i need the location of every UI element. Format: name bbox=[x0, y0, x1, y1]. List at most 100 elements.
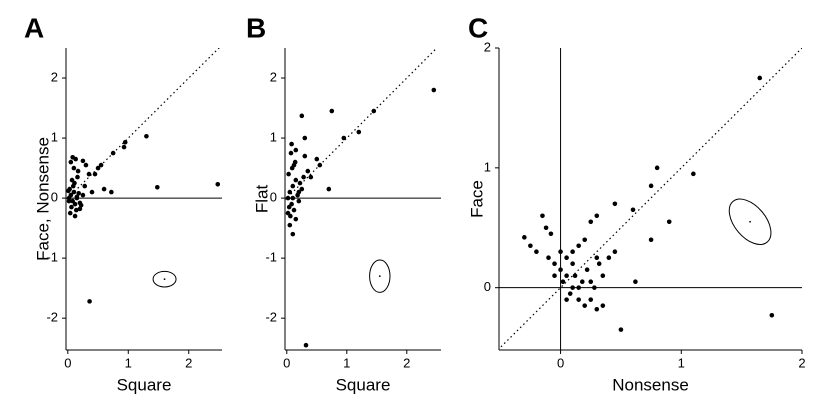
point bbox=[371, 108, 377, 114]
point bbox=[594, 306, 600, 312]
point bbox=[341, 135, 347, 141]
point bbox=[588, 219, 594, 225]
point bbox=[144, 133, 149, 139]
panel-letter: A bbox=[24, 12, 44, 43]
point bbox=[302, 135, 308, 141]
point bbox=[691, 171, 696, 177]
point bbox=[594, 255, 600, 261]
point bbox=[588, 297, 594, 302]
point bbox=[576, 285, 581, 290]
point bbox=[431, 87, 437, 93]
point bbox=[570, 285, 575, 290]
point bbox=[560, 279, 566, 284]
error-ellipse bbox=[369, 259, 391, 293]
point bbox=[286, 171, 291, 177]
point bbox=[582, 237, 588, 243]
point bbox=[584, 267, 590, 273]
point bbox=[540, 213, 545, 219]
point bbox=[522, 235, 527, 240]
plot-area bbox=[66, 48, 222, 304]
point bbox=[302, 153, 308, 159]
error-ellipse bbox=[728, 198, 772, 245]
point bbox=[600, 273, 606, 278]
y-tick-label: -1 bbox=[265, 250, 277, 265]
point bbox=[67, 210, 73, 216]
point bbox=[299, 113, 305, 119]
point bbox=[215, 181, 221, 187]
point bbox=[290, 183, 296, 189]
point bbox=[82, 183, 88, 189]
point bbox=[612, 249, 618, 255]
point bbox=[594, 213, 600, 219]
point bbox=[633, 279, 638, 284]
y-tick-label: 1 bbox=[51, 129, 58, 144]
point bbox=[666, 219, 672, 225]
point bbox=[293, 216, 299, 222]
point bbox=[68, 192, 74, 198]
point bbox=[155, 184, 160, 190]
point bbox=[83, 162, 89, 168]
y-tick-label: -2 bbox=[265, 310, 277, 325]
point bbox=[80, 192, 86, 198]
point bbox=[356, 129, 362, 135]
x-tick-label: 2 bbox=[798, 355, 805, 370]
point bbox=[92, 171, 98, 177]
point bbox=[596, 261, 602, 267]
point bbox=[72, 180, 77, 186]
x-tick-label: 1 bbox=[343, 355, 350, 370]
point bbox=[291, 162, 297, 168]
point bbox=[69, 204, 74, 210]
point bbox=[73, 207, 79, 213]
point bbox=[552, 273, 557, 278]
x-tick-label: 0 bbox=[64, 355, 71, 370]
point bbox=[296, 198, 302, 204]
point bbox=[121, 144, 127, 150]
x-tick-label: 1 bbox=[125, 355, 132, 370]
ellipse-center bbox=[378, 275, 381, 278]
point bbox=[287, 222, 293, 228]
ellipse-center bbox=[749, 220, 751, 223]
y-tick-label: 1 bbox=[484, 159, 491, 174]
y-axis-title: Flat bbox=[252, 185, 271, 214]
point bbox=[74, 195, 80, 201]
point bbox=[89, 189, 95, 195]
y-tick-label: 0 bbox=[270, 190, 277, 205]
point bbox=[329, 108, 335, 114]
point bbox=[564, 255, 569, 261]
plot-area bbox=[499, 48, 802, 350]
point bbox=[296, 189, 302, 195]
point bbox=[293, 177, 299, 183]
point bbox=[288, 150, 294, 156]
point bbox=[582, 303, 588, 308]
point bbox=[314, 156, 320, 162]
point bbox=[72, 201, 78, 207]
point bbox=[576, 297, 581, 302]
y-tick-label: -1 bbox=[46, 250, 58, 265]
point bbox=[98, 162, 104, 168]
point bbox=[110, 150, 116, 156]
point bbox=[95, 165, 101, 171]
point bbox=[606, 255, 612, 261]
point bbox=[630, 207, 636, 213]
point bbox=[285, 210, 291, 216]
x-tick-label: 2 bbox=[185, 355, 192, 370]
y-tick-label: -2 bbox=[46, 310, 58, 325]
point bbox=[612, 201, 618, 207]
point bbox=[66, 198, 72, 204]
identity-line bbox=[499, 48, 802, 350]
x-tick-label: 0 bbox=[283, 355, 290, 370]
point bbox=[534, 249, 539, 255]
point bbox=[291, 207, 297, 213]
point bbox=[70, 154, 75, 160]
point bbox=[76, 190, 81, 196]
point bbox=[588, 279, 594, 284]
panel-letter: B bbox=[246, 12, 266, 43]
x-tick-label: 2 bbox=[403, 355, 410, 370]
point bbox=[72, 213, 78, 219]
panel: B 0 1 2 -2 -1 0 1 2 Square Flat bbox=[246, 12, 441, 394]
point bbox=[558, 249, 563, 255]
point bbox=[543, 225, 549, 231]
panel: C 0 1 2 0 1 2 Nonsense Face bbox=[467, 12, 805, 394]
point bbox=[75, 168, 81, 174]
